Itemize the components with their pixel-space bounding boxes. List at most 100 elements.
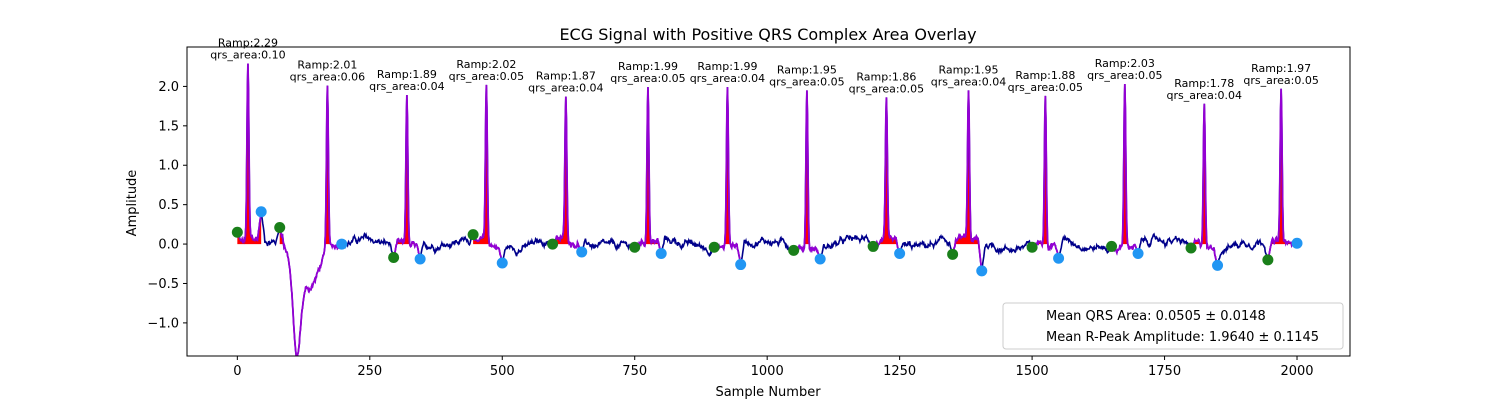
qrs-offset-marker-11 — [1053, 252, 1065, 264]
annotation-qrs-area-2: qrs_area:0.06 — [290, 71, 365, 84]
y-tick-label-6: 2.0 — [158, 80, 179, 95]
x-tick-label-500: 500 — [490, 364, 515, 379]
annotation-ramp-14: Ramp:1.97 — [1251, 62, 1311, 75]
plot-area — [231, 63, 1303, 356]
qrs-onset-marker-10 — [947, 248, 959, 260]
annotation-ramp-13: Ramp:1.78 — [1174, 77, 1234, 90]
x-tick-label-1750: 1750 — [1148, 364, 1181, 379]
qrs-segment-1 — [236, 63, 263, 245]
legend: Mean QRS Area: 0.0505 ± 0.0148 Mean R-Pe… — [1002, 302, 1344, 350]
annotation-qrs-area-10: qrs_area:0.04 — [931, 75, 1006, 88]
qrs-segment-13 — [1190, 103, 1219, 266]
legend-entry-mean-qrs-area: Mean QRS Area: 0.0505 ± 0.0148 — [1046, 309, 1266, 324]
qrs-area-fill-11 — [1032, 95, 1059, 245]
qrs-onset-marker-4 — [467, 229, 479, 241]
x-axis-label: Sample Number — [715, 385, 821, 400]
annotation-ramp-6: Ramp:1.99 — [618, 60, 678, 73]
qrs-segment-3 — [392, 95, 422, 260]
y-tick-label-5: 1.5 — [158, 119, 179, 134]
x-tick-label-250: 250 — [357, 364, 382, 379]
y-tick-label-2: 0.0 — [158, 238, 179, 253]
annotation-ramp-11: Ramp:1.88 — [1015, 69, 1075, 82]
annotation-ramp-10: Ramp:1.95 — [938, 63, 998, 76]
annotation-ramp-8: Ramp:1.95 — [777, 63, 837, 76]
qrs-area-fill-13 — [1191, 103, 1218, 245]
qrs-onset-marker-12 — [1106, 240, 1118, 252]
y-tick-label-3: 0.5 — [158, 198, 179, 213]
annotation-qrs-area-12: qrs_area:0.05 — [1087, 69, 1162, 82]
qrs-onset-marker-1 — [231, 226, 243, 238]
y-axis-label: Amplitude — [125, 170, 140, 237]
qrs-offset-marker-9 — [894, 248, 906, 260]
qrs-segment-4 — [472, 84, 504, 264]
annotation-ramp-2: Ramp:2.01 — [297, 59, 357, 72]
annotation-ramp-5: Ramp:1.87 — [536, 70, 596, 83]
qrs-offset-marker-4 — [496, 257, 508, 269]
annotation-qrs-area-4: qrs_area:0.05 — [449, 70, 524, 83]
qrs-onset-marker-11 — [1026, 241, 1038, 253]
qrs-segment-10 — [951, 90, 983, 271]
y-tick-label-0: −1.0 — [147, 316, 179, 331]
qrs-offset-marker-7 — [735, 259, 747, 271]
legend-box — [1002, 302, 1344, 350]
x-tick-label-2000: 2000 — [1280, 364, 1313, 379]
qrs-segment-5 — [552, 96, 583, 253]
x-tick-label-1250: 1250 — [883, 364, 916, 379]
qrs-onset-marker-8 — [788, 244, 800, 256]
qrs-offset-marker-6 — [655, 248, 667, 260]
qrs-onset-marker-5 — [547, 238, 559, 250]
qrs-offset-marker-8 — [814, 253, 826, 265]
y-tick-label-4: 1.0 — [158, 159, 179, 174]
qrs-offset-marker-1 — [255, 206, 267, 218]
annotation-qrs-area-14: qrs_area:0.05 — [1243, 74, 1318, 87]
x-tick-label-0: 0 — [233, 364, 241, 379]
qrs-area-fill-12 — [1111, 84, 1139, 245]
axes-layer: 0 250 500 750 1000 1250 1500 1750 2000 −1.0 −0.5 0.… — [147, 46, 1351, 379]
plot-layer: Ramp:2.29qrs_area:0.10Ramp:2.01qrs_area:… — [210, 37, 1319, 356]
annotation-qrs-area-7: qrs_area:0.04 — [690, 72, 765, 85]
annotation-ramp-7: Ramp:1.99 — [697, 60, 757, 73]
annotation-qrs-area-6: qrs_area:0.05 — [610, 72, 685, 85]
annotation-ramp-9: Ramp:1.86 — [856, 70, 916, 83]
annotation-qrs-area-1: qrs_area:0.10 — [210, 49, 285, 62]
qrs-offset-marker-14 — [1291, 237, 1303, 249]
annotation-qrs-area-13: qrs_area:0.04 — [1167, 89, 1242, 102]
x-tick-label-1000: 1000 — [751, 364, 784, 379]
legend-entry-mean-r-peak-amplitude: Mean R-Peak Amplitude: 1.9640 ± 0.1145 — [1046, 330, 1319, 345]
qrs-area-fill-7 — [714, 87, 741, 245]
qrs-onset-marker-3 — [388, 251, 400, 263]
chart-title: ECG Signal with Positive QRS Complex Are… — [559, 25, 976, 44]
annotation-ramp-4: Ramp:2.02 — [456, 58, 516, 71]
qrs-onset-marker-14 — [1262, 254, 1274, 266]
qrs-segment-2 — [278, 85, 343, 356]
annotation-qrs-area-3: qrs_area:0.04 — [369, 80, 444, 93]
annotation-ramp-3: Ramp:1.89 — [377, 68, 437, 81]
qrs-segment-11 — [1031, 95, 1060, 259]
annotation-qrs-area-11: qrs_area:0.05 — [1008, 81, 1083, 94]
qrs-offset-marker-12 — [1132, 248, 1144, 260]
annotation-ramp-12: Ramp:2.03 — [1095, 57, 1155, 70]
annotation-qrs-area-8: qrs_area:0.05 — [769, 75, 844, 88]
qrs-offset-marker-2 — [336, 238, 348, 250]
annotation-ramp-1: Ramp:2.29 — [218, 37, 278, 50]
axes-frame — [186, 46, 1351, 357]
qrs-area-fill-8 — [793, 90, 821, 245]
x-tick-label-750: 750 — [622, 364, 647, 379]
qrs-onset-marker-13 — [1185, 242, 1197, 254]
qrs-offset-marker-13 — [1212, 259, 1224, 271]
qrs-area-fill-9 — [873, 97, 900, 245]
annotation-qrs-area-9: qrs_area:0.05 — [849, 82, 924, 95]
y-tick-label-1: −0.5 — [147, 277, 179, 292]
qrs-onset-marker-2 — [274, 222, 286, 234]
qrs-onset-marker-6 — [629, 241, 641, 253]
qrs-area-fill-6 — [634, 87, 662, 245]
annotation-qrs-area-5: qrs_area:0.04 — [528, 82, 603, 95]
qrs-offset-marker-5 — [576, 246, 588, 258]
qrs-area-fill-3 — [393, 95, 421, 245]
qrs-onset-marker-7 — [708, 241, 720, 253]
qrs-offset-marker-3 — [414, 253, 426, 265]
qrs-offset-marker-10 — [976, 265, 988, 277]
x-tick-label-1500: 1500 — [1016, 364, 1049, 379]
qrs-onset-marker-9 — [867, 240, 879, 252]
